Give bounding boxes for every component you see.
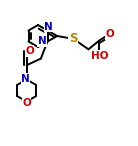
Text: N: N [21,74,30,84]
Text: O: O [25,46,34,56]
Text: HO: HO [91,51,109,61]
Text: N: N [38,36,46,46]
Text: N: N [44,21,53,32]
Text: S: S [69,32,78,45]
Text: N: N [21,74,30,84]
Text: O: O [105,29,114,39]
Text: O: O [22,98,31,107]
